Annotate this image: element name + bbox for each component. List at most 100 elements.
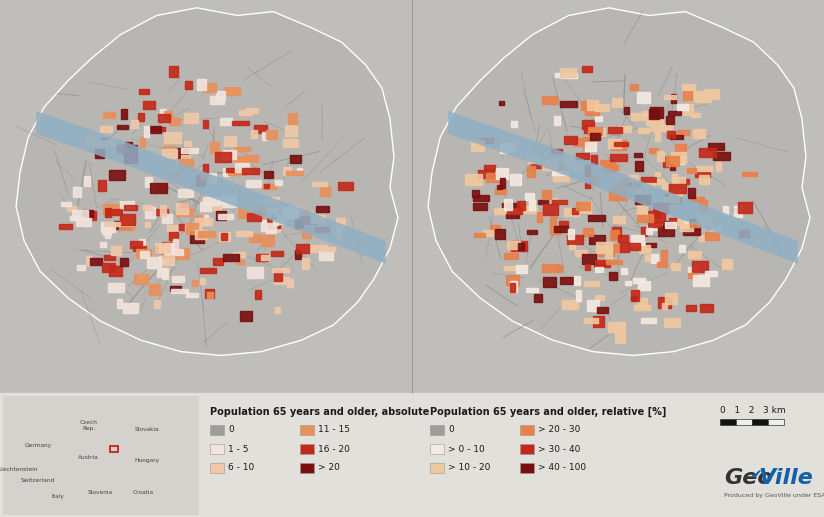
Bar xyxy=(685,90,695,99)
Bar xyxy=(614,142,628,146)
Bar xyxy=(262,184,276,189)
Bar xyxy=(637,298,647,306)
Bar xyxy=(233,252,246,257)
Bar xyxy=(610,230,619,240)
Bar xyxy=(203,197,219,205)
Bar xyxy=(77,265,85,269)
Bar xyxy=(742,172,757,176)
Bar xyxy=(520,425,534,435)
Bar xyxy=(251,130,257,139)
Bar xyxy=(696,166,712,172)
Bar xyxy=(474,233,485,237)
Bar xyxy=(507,241,520,249)
Bar xyxy=(274,270,282,281)
Bar xyxy=(176,203,188,214)
Bar xyxy=(594,263,611,267)
Bar xyxy=(199,231,215,237)
Bar xyxy=(619,126,631,132)
Bar xyxy=(105,208,111,217)
Bar xyxy=(300,444,314,454)
Bar xyxy=(246,214,260,221)
Bar xyxy=(222,149,236,159)
Polygon shape xyxy=(16,8,398,356)
Bar xyxy=(319,247,335,251)
Bar xyxy=(693,275,709,285)
Bar xyxy=(655,130,660,142)
Bar xyxy=(471,140,484,151)
Bar xyxy=(287,279,293,287)
Bar xyxy=(102,264,115,272)
Bar xyxy=(563,300,578,309)
Bar xyxy=(430,444,444,454)
Bar xyxy=(162,149,176,158)
Bar xyxy=(265,197,279,203)
Bar xyxy=(544,277,556,287)
Bar xyxy=(203,83,216,92)
Text: Austria: Austria xyxy=(78,455,99,460)
Bar xyxy=(569,245,575,249)
Bar xyxy=(169,66,178,77)
Bar xyxy=(552,171,567,175)
Bar xyxy=(170,118,180,125)
Bar xyxy=(585,183,590,188)
Bar xyxy=(672,219,683,224)
Bar xyxy=(100,126,111,132)
Bar xyxy=(69,216,82,220)
Bar xyxy=(288,113,297,124)
Bar xyxy=(154,300,160,308)
Bar xyxy=(688,267,697,271)
Bar xyxy=(162,250,176,257)
Bar xyxy=(646,228,653,234)
Bar xyxy=(647,225,659,230)
Bar xyxy=(430,463,444,473)
Bar xyxy=(650,108,663,118)
Bar xyxy=(67,206,76,211)
Bar xyxy=(672,190,678,196)
Bar xyxy=(302,216,316,224)
Bar xyxy=(185,81,192,89)
Bar xyxy=(591,156,597,164)
Bar xyxy=(752,419,768,425)
Bar xyxy=(169,232,177,240)
Bar xyxy=(148,284,160,295)
Bar xyxy=(170,286,181,291)
Bar xyxy=(669,218,677,228)
Bar xyxy=(229,154,236,159)
Bar xyxy=(670,161,675,170)
Bar xyxy=(556,265,562,272)
Bar xyxy=(180,203,189,207)
Bar xyxy=(119,201,133,208)
Bar xyxy=(295,217,303,227)
Bar xyxy=(101,222,115,232)
Bar xyxy=(503,266,515,270)
Bar xyxy=(564,155,573,166)
Bar xyxy=(160,205,166,216)
Polygon shape xyxy=(448,111,798,264)
Polygon shape xyxy=(428,8,810,356)
Bar xyxy=(483,230,493,236)
Bar xyxy=(285,126,297,136)
Bar xyxy=(583,318,597,323)
Bar xyxy=(720,419,736,425)
Bar xyxy=(576,153,589,159)
Bar xyxy=(666,116,674,124)
Bar xyxy=(605,247,612,258)
Bar xyxy=(631,290,639,301)
Text: Produced by GeoVille under ESA contract: Produced by GeoVille under ESA contract xyxy=(724,493,824,498)
Bar xyxy=(657,179,664,184)
Bar xyxy=(663,221,668,229)
Text: Population 65 years and older, relative [%]: Population 65 years and older, relative … xyxy=(430,407,667,417)
Bar xyxy=(145,177,152,187)
Text: Population 65 years and older, absolute: Population 65 years and older, absolute xyxy=(210,407,429,417)
Bar xyxy=(338,182,353,190)
Bar xyxy=(516,265,527,273)
Bar xyxy=(240,311,252,321)
Bar xyxy=(122,218,133,226)
Text: > 30 - 40: > 30 - 40 xyxy=(538,445,580,453)
Bar xyxy=(585,142,596,150)
Bar xyxy=(190,232,204,242)
Bar xyxy=(145,207,156,218)
Bar xyxy=(638,93,650,103)
Bar xyxy=(162,242,178,249)
Bar xyxy=(596,242,612,253)
